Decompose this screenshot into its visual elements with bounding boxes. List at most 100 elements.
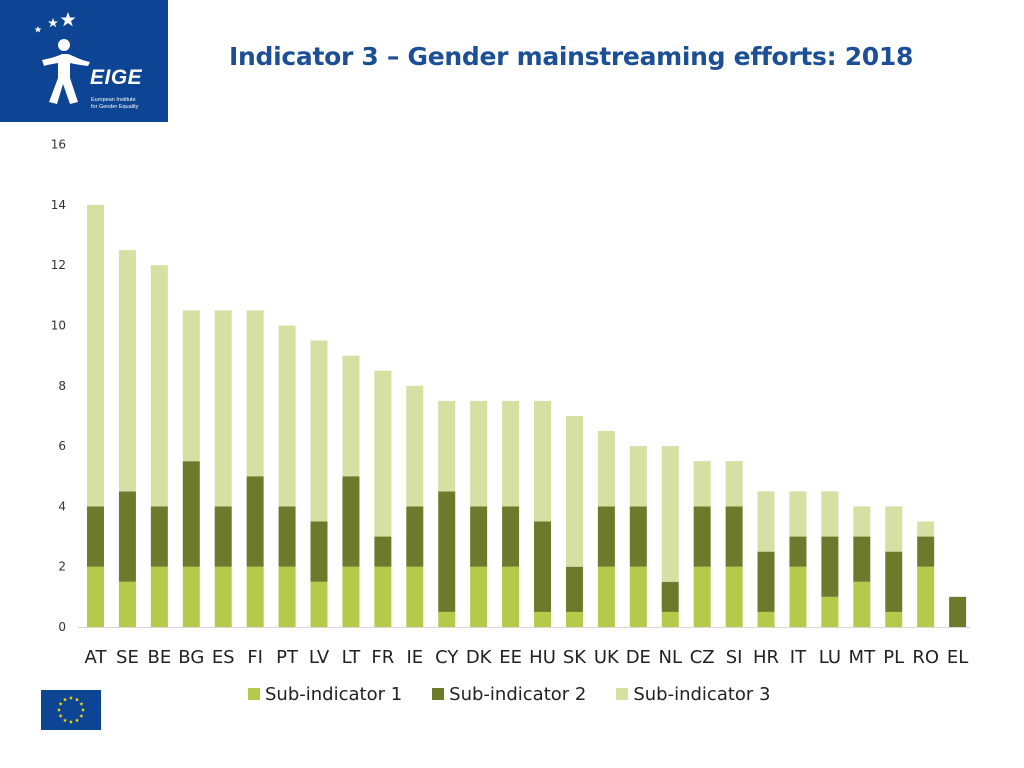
x-tick-label-cz: CZ xyxy=(690,647,715,668)
eu-star-icon xyxy=(68,719,74,724)
logo-figure-icon xyxy=(42,39,90,104)
bar-ie-sub2 xyxy=(406,506,424,567)
legend-item-sub2: Sub-indicator 2 xyxy=(432,684,586,705)
legend: Sub-indicator 1 Sub-indicator 2 Sub-indi… xyxy=(248,682,801,706)
bar-cy-sub1 xyxy=(438,611,456,627)
eu-star-icon xyxy=(68,695,74,700)
bar-at-sub1 xyxy=(87,566,104,627)
x-tick-label-dk: DK xyxy=(466,647,493,668)
y-tick-label: 4 xyxy=(58,499,66,513)
y-tick-label: 2 xyxy=(58,560,66,574)
legend-item-sub3: Sub-indicator 3 xyxy=(616,684,771,705)
x-axis-labels: AT SE BE BG ES FI PT LV LT FR IE CY DK EE HU SK UK DE NL CZ… xyxy=(85,647,969,668)
bar-bg-sub2 xyxy=(182,461,200,567)
legend-label-sub1: Sub-indicator 1 xyxy=(265,683,403,705)
x-tick-label-el: EL xyxy=(947,647,968,668)
x-tick-label-be: BE xyxy=(147,647,171,668)
bar-es-sub1 xyxy=(214,566,232,627)
logo-text: EIGE xyxy=(90,66,143,89)
bar-pt-sub2 xyxy=(278,506,296,567)
x-tick-label-si: SI xyxy=(726,647,743,668)
bar-lt-sub3 xyxy=(342,355,360,477)
bar-lv-sub2 xyxy=(310,521,328,582)
eu-star-icon xyxy=(58,701,63,706)
eu-stars-icon xyxy=(56,695,86,724)
bar-nl-sub3 xyxy=(661,446,679,582)
bar-lt-sub2 xyxy=(342,476,360,567)
legend-item-sub1: Sub-indicator 1 xyxy=(248,684,402,705)
bar-hr-sub3 xyxy=(757,491,775,552)
bar-at-sub3 xyxy=(87,204,104,507)
bar-dk-sub3 xyxy=(470,400,488,507)
bar-ee-sub1 xyxy=(502,566,520,627)
bar-be-sub2 xyxy=(150,506,168,567)
bar-se-sub3 xyxy=(118,250,136,492)
bar-fr-sub3 xyxy=(374,370,392,537)
legend-swatch-sub3 xyxy=(616,688,629,700)
bar-hu-sub3 xyxy=(534,400,552,522)
x-tick-label-hu: HU xyxy=(529,647,556,668)
bar-uk-sub3 xyxy=(597,431,615,507)
bar-cz-sub1 xyxy=(693,566,711,627)
x-tick-label-es: ES xyxy=(212,647,235,668)
legend-swatch-sub2 xyxy=(432,688,445,700)
logo-stars-icon xyxy=(34,12,76,33)
bar-bg-sub3 xyxy=(182,310,200,462)
bar-es-sub2 xyxy=(214,506,232,567)
x-tick-label-pt: PT xyxy=(276,647,299,668)
bar-sk-sub1 xyxy=(565,611,583,627)
bar-fr-sub1 xyxy=(374,566,392,627)
x-tick-label-lv: LV xyxy=(309,647,330,668)
y-tick-label: 12 xyxy=(51,258,66,272)
bar-pt-sub1 xyxy=(278,566,296,627)
x-tick-label-ee: EE xyxy=(499,647,522,668)
eige-logo-graphic xyxy=(34,12,90,104)
x-tick-label-lt: LT xyxy=(342,647,362,668)
y-tick-label: 8 xyxy=(58,379,66,393)
x-tick-label-nl: NL xyxy=(658,647,682,668)
bar-si-sub2 xyxy=(725,506,743,567)
logo-subtitle-line2: for Gender Equality xyxy=(91,104,139,110)
legend-swatch-sub1 xyxy=(248,688,260,700)
bar-be-sub3 xyxy=(150,265,168,507)
bar-fi-sub3 xyxy=(246,310,264,477)
bar-fi-sub2 xyxy=(246,476,264,567)
eu-star-icon xyxy=(79,713,84,718)
x-tick-label-ie: IE xyxy=(406,647,423,668)
bar-hr-sub1 xyxy=(757,611,775,627)
bar-ro-sub1 xyxy=(917,566,935,627)
y-tick-label: 0 xyxy=(58,620,66,634)
x-tick-label-uk: UK xyxy=(594,647,620,668)
bar-lt-sub1 xyxy=(342,566,360,627)
bar-lu-sub3 xyxy=(821,491,839,537)
bar-de-sub2 xyxy=(629,506,647,567)
bar-at-sub2 xyxy=(87,506,104,567)
bar-lu-sub2 xyxy=(821,536,839,597)
bar-cy-sub2 xyxy=(438,491,456,612)
x-tick-label-it: IT xyxy=(790,647,807,668)
bar-uk-sub2 xyxy=(597,506,615,567)
bar-cz-sub2 xyxy=(693,506,711,567)
x-tick-label-cy: CY xyxy=(435,647,459,668)
bar-de-sub3 xyxy=(629,446,647,507)
y-tick-label: 14 xyxy=(51,198,66,212)
bar-ro-sub2 xyxy=(917,536,935,567)
eu-star-icon xyxy=(80,707,86,712)
bars-group xyxy=(87,204,967,627)
eige-logo: EIGE European Institute for Gender Equal… xyxy=(0,0,168,122)
bar-si-sub3 xyxy=(725,461,743,507)
bar-se-sub1 xyxy=(118,581,136,627)
y-axis: 0 2 4 6 8 10 12 14 16 xyxy=(51,138,66,634)
bar-bg-sub1 xyxy=(182,566,200,627)
bar-it-sub2 xyxy=(789,536,807,567)
eu-star-icon xyxy=(79,701,84,706)
bar-pl-sub3 xyxy=(885,506,903,552)
x-tick-label-de: DE xyxy=(626,647,651,668)
bar-it-sub3 xyxy=(789,491,807,537)
eu-flag-icon xyxy=(41,690,101,730)
x-tick-label-se: SE xyxy=(116,647,139,668)
x-tick-label-mt: MT xyxy=(849,647,877,668)
bar-ee-sub3 xyxy=(502,400,520,507)
bar-ie-sub1 xyxy=(406,566,424,627)
stacked-bar-chart: 0 2 4 6 8 10 12 14 16 AT SE BE BG ES FI PT LV LT FR IE CY DK… xyxy=(51,138,970,668)
